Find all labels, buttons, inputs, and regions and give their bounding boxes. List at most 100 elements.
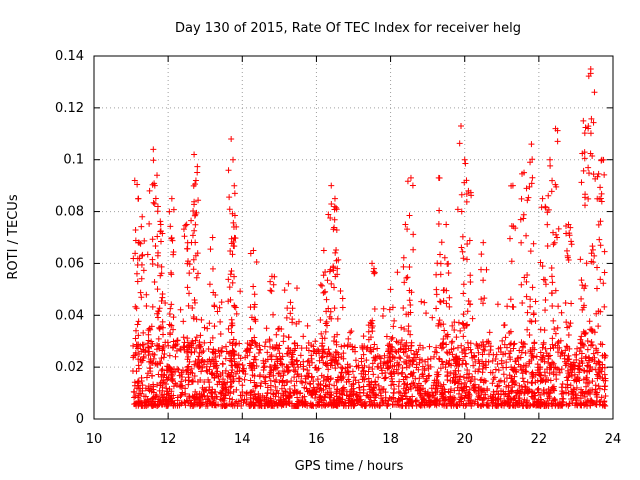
data-point	[565, 352, 572, 359]
data-point	[193, 274, 200, 281]
data-point	[573, 376, 580, 383]
data-point	[556, 369, 563, 376]
data-point	[581, 130, 588, 137]
data-point	[524, 272, 531, 279]
data-point	[588, 338, 595, 345]
data-point	[407, 301, 414, 308]
data-point	[168, 235, 175, 242]
data-point	[207, 361, 214, 368]
data-point	[345, 371, 352, 378]
data-point	[363, 357, 370, 364]
data-point	[356, 384, 363, 391]
data-point	[248, 365, 255, 372]
data-point	[191, 399, 198, 406]
data-point	[325, 305, 332, 312]
data-point	[409, 182, 416, 189]
data-point	[529, 174, 536, 181]
data-point	[504, 393, 511, 400]
data-point	[462, 360, 469, 367]
data-point	[581, 194, 588, 201]
data-point	[591, 329, 598, 336]
data-point	[225, 387, 232, 394]
plot-frame	[93, 55, 614, 420]
data-point	[314, 346, 321, 353]
data-point	[479, 351, 486, 358]
data-point	[346, 363, 353, 370]
data-point	[270, 281, 277, 288]
data-point	[331, 195, 338, 202]
data-point	[512, 403, 519, 410]
data-point	[138, 378, 145, 385]
data-point	[149, 261, 156, 268]
data-point	[518, 349, 525, 356]
data-point	[445, 388, 452, 395]
data-point	[507, 396, 514, 403]
data-point	[458, 394, 465, 401]
data-point	[366, 388, 373, 395]
data-point	[370, 389, 377, 396]
data-point	[132, 335, 139, 342]
data-point	[523, 363, 530, 370]
data-point	[135, 318, 142, 325]
data-point	[209, 334, 216, 341]
data-point	[191, 151, 198, 158]
data-point	[580, 117, 587, 124]
data-point	[515, 395, 522, 402]
data-point	[420, 396, 427, 403]
data-point	[289, 305, 296, 312]
data-point	[273, 377, 280, 384]
data-point	[462, 350, 469, 357]
data-point	[372, 402, 379, 409]
data-point	[531, 392, 538, 399]
data-point	[451, 326, 458, 333]
data-point	[410, 380, 417, 387]
data-point	[177, 345, 184, 352]
data-point	[201, 324, 208, 331]
data-point	[135, 195, 142, 202]
data-point	[457, 373, 464, 380]
data-point	[233, 223, 240, 230]
data-point	[323, 318, 330, 325]
data-point	[138, 275, 145, 282]
data-point	[273, 341, 280, 348]
data-point	[200, 399, 207, 406]
data-point	[463, 256, 470, 263]
data-point	[599, 402, 606, 409]
data-point	[529, 369, 536, 376]
data-point	[587, 390, 594, 397]
data-point	[504, 303, 511, 310]
data-point	[280, 338, 287, 345]
data-point	[529, 380, 536, 387]
data-point	[148, 372, 155, 379]
data-point	[241, 376, 248, 383]
data-point	[276, 325, 283, 332]
data-point	[452, 354, 459, 361]
data-point	[465, 297, 472, 304]
data-point	[478, 403, 485, 410]
data-point	[148, 338, 155, 345]
data-point	[539, 344, 546, 351]
data-point	[580, 399, 587, 406]
data-point	[431, 353, 438, 360]
data-point	[452, 371, 459, 378]
data-point	[549, 177, 556, 184]
data-point	[571, 371, 578, 378]
data-point	[377, 355, 384, 362]
data-point	[549, 341, 556, 348]
data-point	[331, 203, 338, 210]
data-point	[378, 386, 385, 393]
data-point	[177, 306, 184, 313]
data-point	[543, 389, 550, 396]
data-point	[230, 156, 237, 163]
data-point	[460, 281, 467, 288]
data-point	[366, 364, 373, 371]
data-point	[548, 265, 555, 272]
data-point	[581, 302, 588, 309]
data-point	[479, 339, 486, 346]
data-point	[506, 354, 513, 361]
data-point	[159, 318, 166, 325]
data-point	[524, 379, 531, 386]
data-point	[389, 334, 396, 341]
data-point	[326, 350, 333, 357]
data-point	[585, 125, 592, 132]
